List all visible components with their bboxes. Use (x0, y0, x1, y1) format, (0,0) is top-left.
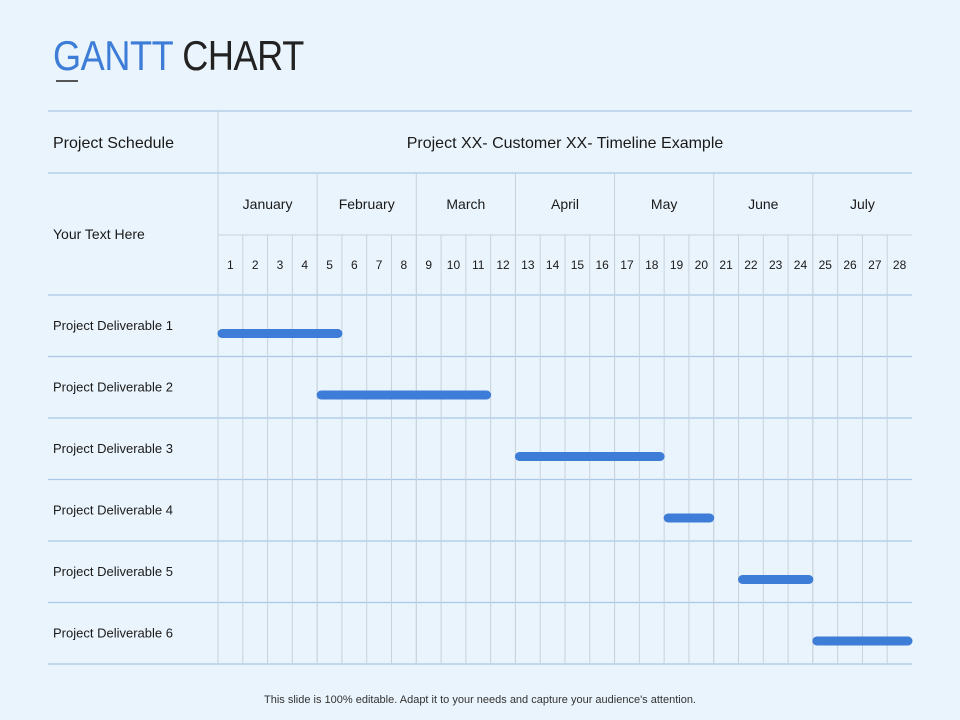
month-headers: January February March April May June July (243, 196, 875, 212)
month-label-february: February (339, 196, 395, 212)
unit-label: 7 (376, 258, 383, 272)
month-label-june: June (748, 196, 779, 212)
unit-label: 18 (645, 258, 659, 272)
title-accent-word: GANTT (53, 32, 173, 79)
unit-label: 10 (447, 258, 461, 272)
unit-label: 5 (326, 258, 333, 272)
unit-label: 11 (472, 258, 485, 272)
month-label-april: April (551, 196, 579, 212)
unit-label: 26 (843, 258, 857, 272)
unit-label: 3 (277, 258, 284, 272)
month-label-may: May (651, 196, 677, 212)
task-label: Project Deliverable 4 (53, 503, 173, 518)
unit-label: 6 (351, 258, 358, 272)
unit-label: 1 (227, 258, 234, 272)
unit-label: 13 (521, 258, 535, 272)
title-word: CHART (182, 32, 304, 79)
unit-label: 23 (769, 258, 783, 272)
month-label-january: January (243, 196, 293, 212)
task-label: Project Deliverable 3 (53, 441, 173, 456)
title-underline (56, 80, 78, 82)
unit-label: 4 (301, 258, 308, 272)
month-label-march: March (446, 196, 485, 212)
task-label: Project Deliverable 6 (53, 626, 173, 641)
unit-headers: 1 2 3 4 5 6 7 8 9 10 11 12 13 14 15 16 17 18 19 20 21 22 23 24 2… (227, 258, 907, 272)
task-label: Project Deliverable 2 (53, 380, 173, 395)
unit-label: 19 (670, 258, 684, 272)
gantt-grid (48, 110, 912, 665)
unit-label: 24 (794, 258, 808, 272)
unit-label: 14 (546, 258, 560, 272)
footer-note: This slide is 100% editable. Adapt it to… (264, 694, 696, 706)
unit-label: 22 (744, 258, 758, 272)
unit-label: 9 (425, 258, 432, 272)
unit-label: 2 (252, 258, 259, 272)
unit-label: 20 (695, 258, 709, 272)
unit-label: 12 (496, 258, 510, 272)
unit-label: 25 (819, 258, 833, 272)
timeline-header: Project XX- Customer XX- Timeline Exampl… (407, 135, 724, 152)
month-label-july: July (850, 196, 875, 212)
unit-label: 17 (620, 258, 634, 272)
task-labels: Project Deliverable 1 Project Deliverable… (53, 318, 173, 641)
task-bars (217, 329, 913, 646)
project-schedule-header: Project Schedule (53, 135, 174, 152)
unit-label: 16 (595, 258, 609, 272)
your-text-here-label: Your Text Here (53, 226, 145, 242)
unit-label: 8 (401, 258, 408, 272)
page-title: GANTT CHART (53, 30, 304, 82)
unit-label: 21 (719, 258, 733, 272)
task-label: Project Deliverable 1 (53, 318, 173, 333)
task-label: Project Deliverable 5 (53, 564, 173, 579)
unit-label: 28 (893, 258, 907, 272)
unit-label: 15 (571, 258, 585, 272)
unit-label: 27 (868, 258, 882, 272)
